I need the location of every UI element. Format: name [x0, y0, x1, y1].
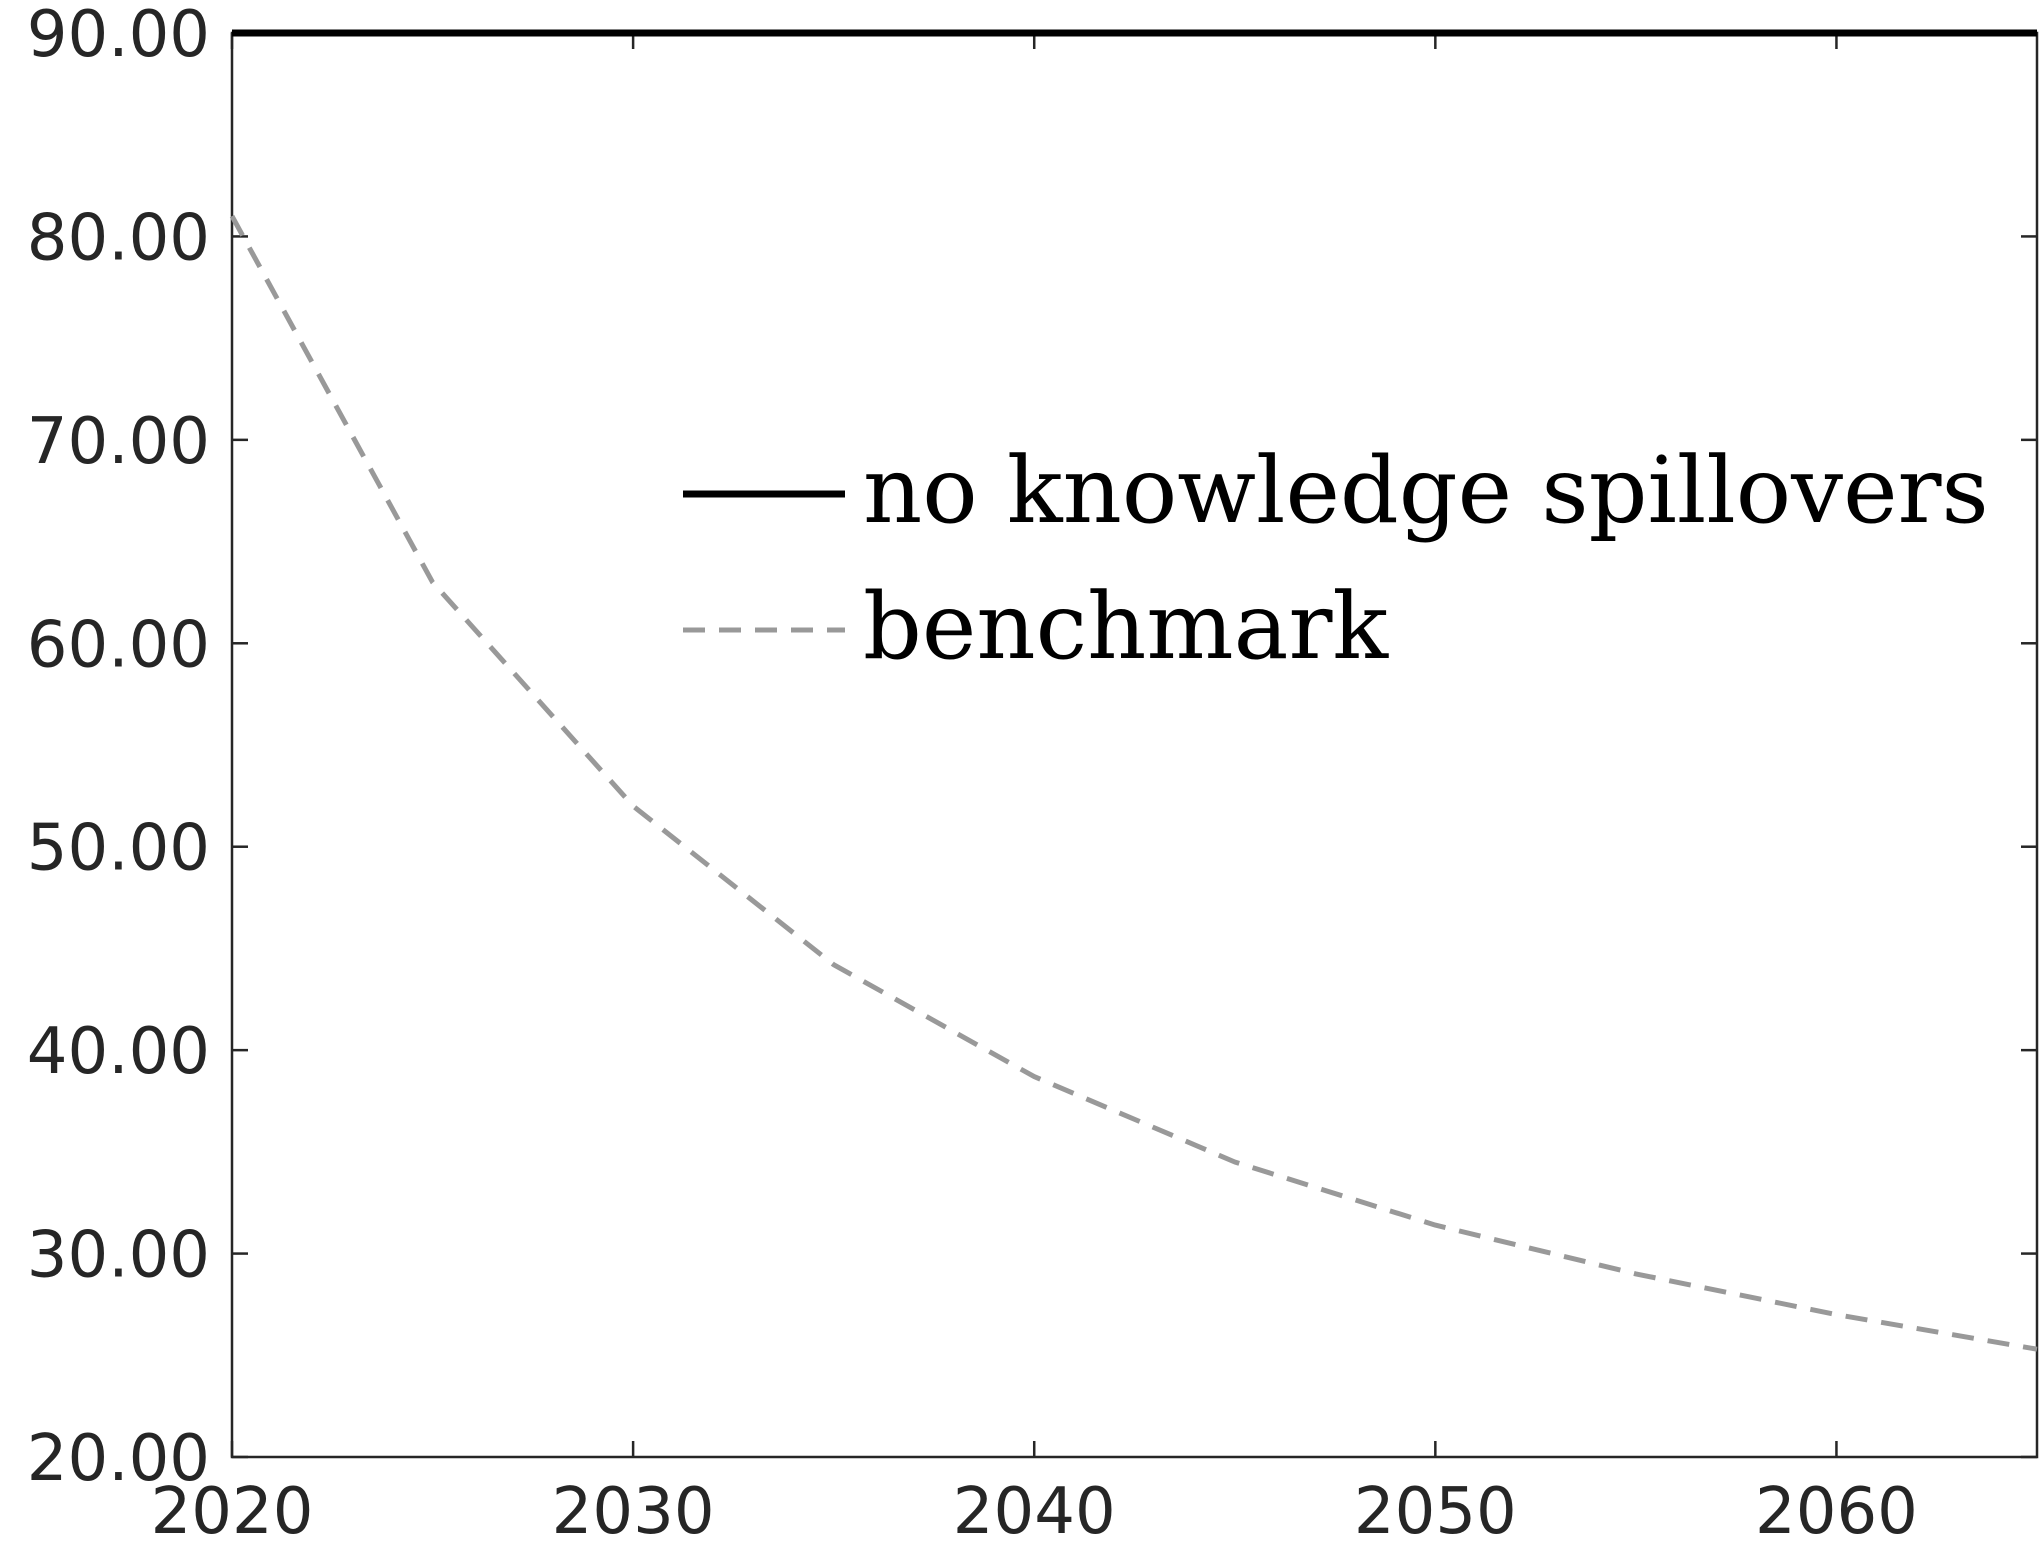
y-tick-label: 90.00 [27, 0, 210, 72]
y-tick-label: 30.00 [27, 1219, 210, 1293]
series-line-2 [229, 214, 2038, 1352]
y-tick-label: 60.00 [27, 608, 210, 682]
x-tick-label: 2030 [552, 1475, 715, 1549]
y-tick-label: 70.00 [27, 405, 210, 479]
y-tick-label: 50.00 [27, 812, 210, 886]
x-tick-label: 2020 [151, 1475, 314, 1549]
legend-label-2: benchmark [863, 573, 1389, 680]
y-tick-label: 40.00 [27, 1015, 210, 1089]
x-tick-label: 2040 [953, 1475, 1116, 1549]
y-tick-label: 20.00 [27, 1422, 210, 1496]
y-tick-label: 80.00 [27, 201, 210, 275]
legend-label-1: no knowledge spillovers [863, 437, 1989, 544]
x-tick-label: 2050 [1354, 1475, 1517, 1549]
x-tick-label: 2060 [1755, 1475, 1918, 1549]
axes-frame [230, 31, 2039, 1459]
plot-area: 2020 2030 2040 2050 2060 20.00 30.00 40.00 50.00… [27, 0, 2039, 1549]
